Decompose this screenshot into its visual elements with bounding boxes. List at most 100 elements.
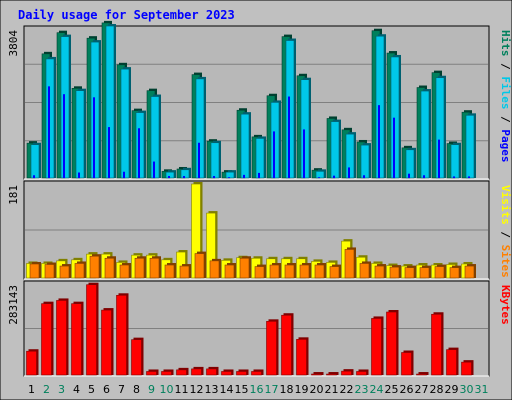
x-tick-label-day-13: 13: [205, 383, 219, 396]
bar-sites-day-29: [449, 267, 460, 279]
bar-pages-day-8: [138, 128, 140, 178]
bar-kbytes-day-20: [311, 373, 322, 376]
bar-pages-day-15: [243, 174, 245, 178]
chart-panels: 3804 Hits / Files / Pages 181 Visits / Site…: [7, 20, 512, 377]
bar-sites-day-23: [359, 263, 370, 279]
bar-sites-day-1: [29, 263, 40, 279]
bar-kbytes-day-25: [386, 311, 397, 376]
legend-part: Visits: [499, 185, 512, 225]
bar-sites-day-11: [179, 265, 190, 279]
bar-sites-day-10: [164, 264, 175, 279]
bar-pages-day-14: [228, 177, 230, 178]
bar-pages-day-18: [288, 96, 290, 178]
x-tick-label-day-10: 10: [160, 383, 174, 396]
bar-kbytes-day-11: [176, 369, 187, 376]
bar-sites-day-13: [209, 260, 220, 279]
x-tick-label-day-9: 9: [148, 383, 155, 396]
bar-pages-day-26: [408, 173, 410, 178]
y-max-label: 283143: [7, 285, 20, 325]
legend-part: /: [499, 225, 512, 245]
x-tick-label-day-20: 20: [310, 383, 324, 396]
bar-pages-day-10: [168, 176, 170, 178]
bar-files-day-27: [420, 90, 430, 179]
bar-sites-day-2: [44, 264, 55, 279]
bar-sites-day-12: [194, 253, 205, 279]
bar-kbytes-day-30: [461, 361, 472, 376]
x-tick-label-day-11: 11: [175, 383, 189, 396]
bar-pages-day-29: [453, 176, 455, 178]
bar-sites-day-26: [404, 267, 415, 279]
bar-pages-day-28: [438, 139, 440, 178]
bar-sites-day-24: [374, 265, 385, 279]
bar-kbytes-day-17: [266, 321, 277, 376]
x-tick-label-day-19: 19: [295, 383, 309, 396]
legend-part: Sites: [499, 245, 512, 278]
bar-pages-day-20: [318, 177, 320, 178]
bar-sites-day-17: [269, 264, 280, 279]
x-tick-label-day-27: 27: [415, 383, 429, 396]
x-tick-label-day-8: 8: [133, 383, 140, 396]
top-panel: 3804 Hits / Files / Pages: [7, 20, 512, 180]
bar-pages-day-13: [213, 176, 215, 178]
bar-sites-day-15: [239, 257, 250, 279]
bar-files-day-4: [75, 90, 85, 179]
bar-pages-day-7: [123, 171, 125, 178]
series-legend-label: Visits / Sites: [499, 185, 512, 278]
bar-pages-day-19: [303, 129, 305, 178]
middle-panel: 181 Visits / Sites: [7, 180, 512, 280]
x-tick-label-day-29: 29: [445, 383, 459, 396]
bar-kbytes-day-15: [236, 371, 247, 376]
x-axis-labels: 1 2 3 4 5 6 7 8 9 10 11 12 13 14 15 16 17 18 19 20 21 22 23 24 2…: [28, 383, 489, 396]
bar-pages-day-6: [108, 127, 110, 178]
bar-pages-day-21: [333, 175, 335, 178]
bar-pages-day-2: [48, 86, 50, 178]
bar-pages-day-5: [93, 97, 95, 178]
bar-pages-day-25: [393, 117, 395, 178]
legend-part: Pages: [499, 129, 512, 162]
x-tick-label-day-1: 1: [28, 383, 35, 396]
bar-files-day-1: [30, 144, 40, 179]
x-tick-label-day-3: 3: [58, 383, 65, 396]
legend-part: Hits: [499, 30, 512, 57]
bar-kbytes-day-23: [356, 371, 367, 376]
series-legend-label: Hits / Files / Pages: [499, 30, 512, 163]
x-tick-label-day-4: 4: [73, 383, 80, 396]
bar-sites-day-22: [344, 249, 355, 279]
legend-part: Files: [499, 76, 512, 109]
bar-kbytes-day-29: [446, 349, 457, 376]
bar-shadow-kbytes-day-27: [418, 372, 429, 375]
x-tick-label-day-6: 6: [103, 383, 110, 396]
bar-sites-day-5: [89, 255, 100, 279]
bar-sites-day-30: [464, 265, 475, 279]
y-max-label: 3804: [7, 30, 20, 57]
bar-sites-day-6: [104, 257, 115, 279]
bar-kbytes-day-6: [101, 309, 112, 376]
bar-kbytes-day-3: [56, 300, 67, 376]
bar-pages-day-24: [378, 105, 380, 178]
bar-files-day-21: [330, 121, 340, 179]
legend-part: /: [499, 57, 512, 77]
bar-files-day-13: [210, 142, 220, 179]
bar-sites-day-3: [59, 265, 70, 279]
bar-sites-day-20: [314, 264, 325, 279]
bar-sites-day-9: [149, 257, 160, 279]
bar-kbytes-day-21: [326, 373, 337, 376]
bar-pages-day-4: [78, 172, 80, 178]
x-tick-label-day-7: 7: [118, 383, 125, 396]
bar-shadow-kbytes-day-21: [328, 372, 339, 375]
x-tick-label-day-2: 2: [43, 383, 50, 396]
bar-files-day-14: [225, 171, 235, 179]
chart-title: Daily usage for September 2023: [18, 8, 235, 22]
bar-sites-day-25: [389, 266, 400, 279]
bar-kbytes-day-12: [191, 368, 202, 376]
x-tick-label-day-21: 21: [325, 383, 339, 396]
bar-sites-day-18: [284, 264, 295, 279]
x-tick-label-day-15: 15: [235, 383, 249, 396]
x-tick-label-day-31: 31: [475, 383, 489, 396]
x-tick-label-day-28: 28: [430, 383, 444, 396]
bar-pages-day-12: [198, 142, 200, 178]
bar-pages-day-16: [258, 172, 260, 178]
bar-kbytes-day-26: [401, 352, 412, 376]
x-tick-label-day-26: 26: [400, 383, 414, 396]
